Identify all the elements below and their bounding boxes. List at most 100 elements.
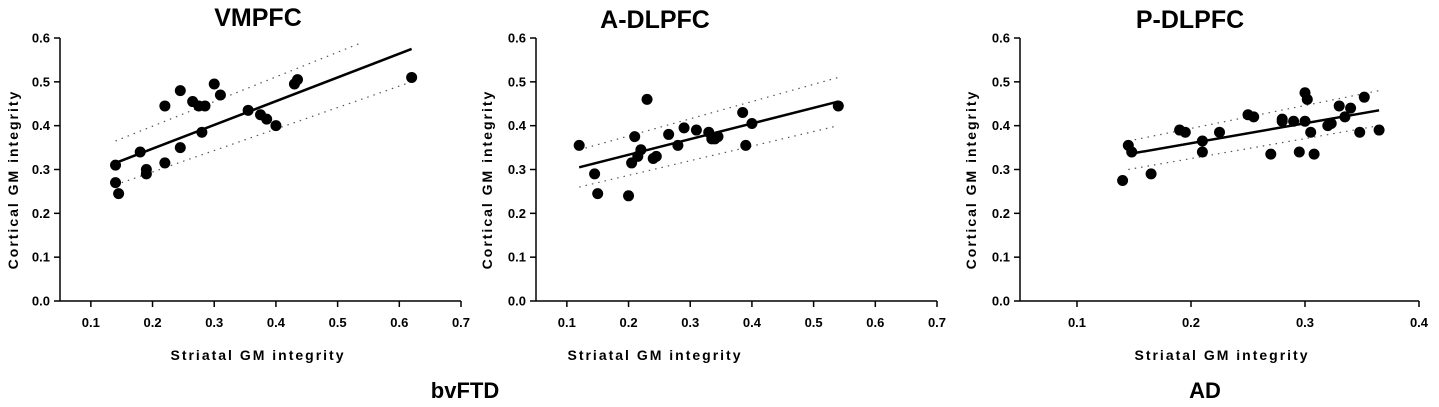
data-point — [629, 131, 641, 143]
data-point — [134, 146, 146, 158]
data-point — [1333, 100, 1345, 112]
x-tick-label: 0.1 — [82, 315, 100, 330]
chart-panel-2: A-DLPFC 0.0 0.1 0.2 0.3 0.4 0.5 0.6 0.1 0.2 0.3 0.4… — [479, 6, 946, 363]
data-point — [1214, 126, 1225, 138]
x-tick-label: 0.6 — [866, 315, 884, 330]
data-point — [641, 93, 653, 105]
data-point — [1301, 93, 1313, 105]
data-point — [1126, 146, 1138, 158]
chart-panel-3: P-DLPFC 0.0 0.1 0.2 0.3 0.4 0.5 0.6 0.1 0.2 0.3 0.4… — [963, 6, 1429, 363]
x-tick-label: 0.1 — [1068, 315, 1086, 330]
y-axis-label: Cortical GM integrity — [5, 90, 21, 270]
data-point — [1265, 148, 1277, 160]
data-point — [1308, 148, 1320, 160]
data-point — [1305, 126, 1317, 138]
data-point — [746, 117, 758, 129]
data-point — [1179, 126, 1191, 138]
x-tick-label: 0.3 — [205, 315, 223, 330]
chart-title: A-DLPFC — [600, 6, 710, 34]
y-axis-label: Cortical GM integrity — [479, 90, 495, 270]
x-tick-label: 0.1 — [558, 315, 576, 330]
y-tick-label: 0.0 — [992, 294, 1010, 309]
y-tick-label: 0.2 — [508, 206, 526, 221]
data-point — [712, 131, 724, 143]
chart-title: P-DLPFC — [1136, 6, 1244, 34]
data-point — [110, 177, 122, 189]
y-tick-label: 0.1 — [508, 250, 526, 265]
data-point — [690, 124, 702, 136]
data-point — [196, 126, 208, 138]
data-point — [159, 100, 171, 112]
data-point — [292, 74, 304, 86]
data-point — [650, 150, 662, 162]
data-point — [174, 142, 186, 154]
data-point — [199, 100, 211, 112]
data-point — [242, 104, 254, 116]
y-tick-label: 0.6 — [508, 31, 526, 46]
data-point — [113, 188, 125, 200]
x-tick-label: 0.3 — [1296, 315, 1314, 330]
data-point — [1117, 174, 1129, 186]
data-point — [1299, 115, 1311, 127]
data-point — [832, 100, 844, 112]
y-tick-label: 0.6 — [992, 31, 1010, 46]
y-tick-label: 0.3 — [32, 162, 50, 177]
data-point — [623, 190, 635, 202]
data-point — [1345, 102, 1357, 114]
data-point — [1339, 111, 1351, 123]
ci-lower-line — [579, 125, 839, 188]
data-point — [592, 188, 604, 200]
y-tick-label: 0.5 — [992, 74, 1010, 89]
data-point — [573, 139, 585, 151]
x-tick-label: 0.4 — [743, 315, 762, 330]
y-tick-label: 0.4 — [992, 118, 1011, 133]
regression-line — [1128, 109, 1380, 156]
data-point — [672, 139, 684, 151]
y-tick-label: 0.2 — [32, 206, 50, 221]
y-axis-label: Cortical GM integrity — [963, 90, 979, 270]
data-point — [159, 157, 171, 169]
x-axis-label: Striatal GM integrity — [567, 347, 742, 363]
ci-upper-line — [115, 41, 363, 142]
x-tick-label: 0.2 — [1182, 315, 1200, 330]
x-tick-label: 0.5 — [329, 315, 347, 330]
data-point — [261, 113, 273, 125]
data-point — [1373, 124, 1385, 136]
data-point — [663, 128, 675, 140]
data-point — [737, 107, 749, 119]
y-tick-label: 0.1 — [32, 250, 50, 265]
data-point — [406, 71, 418, 83]
chart-panel-1: VMPFC 0.0 0.1 0.2 0.3 0.4 0.5 0.6 0.1 0.2 0.3 0.4 0.… — [5, 4, 470, 363]
x-axis-label: Striatal GM integrity — [170, 347, 345, 363]
x-tick-label: 0.2 — [619, 315, 637, 330]
data-point — [1276, 115, 1288, 127]
x-axis-label: Striatal GM integrity — [1134, 347, 1309, 363]
x-tick-label: 0.4 — [1410, 315, 1429, 330]
y-tick-label: 0.0 — [32, 294, 50, 309]
x-tick-label: 0.7 — [928, 315, 946, 330]
y-tick-label: 0.0 — [508, 294, 526, 309]
x-tick-label: 0.4 — [267, 315, 286, 330]
y-tick-label: 0.6 — [32, 31, 50, 46]
data-point — [174, 85, 186, 97]
data-point — [1354, 126, 1366, 138]
data-point — [208, 78, 220, 90]
data-point — [140, 168, 152, 180]
data-point — [1325, 117, 1337, 129]
data-point — [1288, 115, 1300, 127]
data-point — [635, 144, 647, 156]
chart-title: VMPFC — [214, 4, 302, 32]
data-point — [740, 139, 752, 151]
regression-line — [115, 47, 413, 165]
y-tick-label: 0.5 — [508, 74, 526, 89]
x-tick-label: 0.6 — [390, 315, 408, 330]
group-label-ad: AD — [1189, 378, 1221, 403]
data-point — [678, 122, 690, 134]
y-tick-label: 0.4 — [508, 118, 527, 133]
y-tick-label: 0.1 — [992, 250, 1010, 265]
data-point — [270, 120, 282, 132]
data-point — [589, 168, 601, 180]
y-tick-label: 0.2 — [992, 206, 1010, 221]
data-point — [110, 159, 122, 171]
